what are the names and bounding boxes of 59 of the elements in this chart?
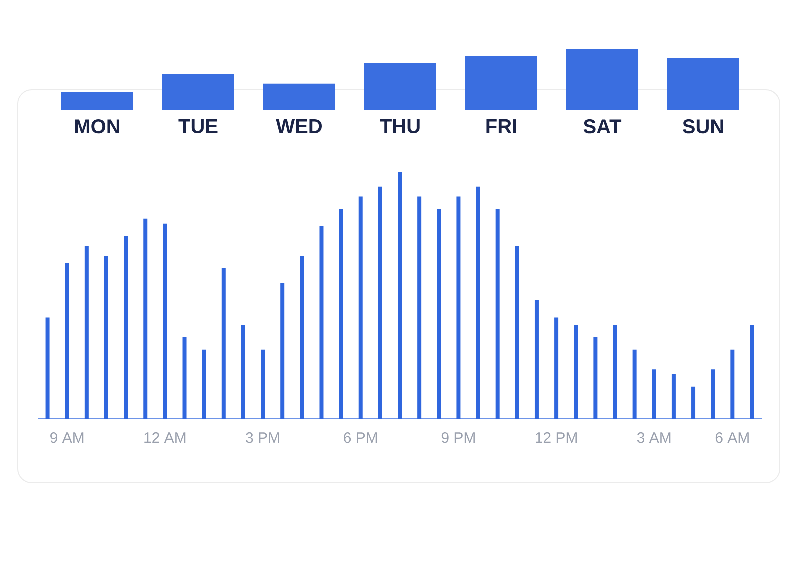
x-tick-label: 12 PM — [536, 432, 577, 444]
bar — [515, 246, 520, 419]
bar — [456, 196, 461, 419]
bar — [46, 318, 50, 419]
x-tick-label: 9 AM — [50, 432, 84, 444]
bar — [300, 256, 304, 419]
bar — [124, 236, 128, 419]
bar — [261, 350, 266, 419]
x-tick-label: TUE — [178, 120, 218, 134]
bar — [162, 74, 234, 110]
x-tick-label: 3 AM — [637, 432, 671, 444]
bar — [222, 268, 226, 419]
bar — [182, 337, 187, 419]
bar — [104, 256, 108, 419]
x-tick-label: WED — [276, 120, 322, 134]
bar — [692, 386, 696, 419]
bar — [418, 196, 422, 419]
x-tick-label: 12 AM — [144, 432, 186, 444]
bar — [65, 263, 70, 419]
bar — [668, 58, 740, 110]
bar — [358, 196, 363, 419]
bar — [574, 325, 578, 419]
bar — [437, 209, 442, 419]
x-tick-label: 6 AM — [716, 432, 749, 444]
bar — [378, 186, 382, 419]
x-tick-label: SUN — [682, 120, 724, 134]
bar — [730, 350, 735, 419]
bar — [534, 300, 539, 419]
x-tick-label: 3 PM — [246, 432, 280, 444]
bar — [62, 92, 134, 110]
bar — [466, 56, 538, 110]
bar — [652, 370, 656, 419]
bar — [554, 318, 559, 419]
bar — [750, 325, 754, 419]
bar — [711, 370, 716, 419]
bar — [566, 49, 639, 110]
bar — [594, 337, 598, 419]
bar — [476, 186, 480, 419]
bar — [280, 283, 285, 419]
bar — [163, 224, 168, 419]
bar — [202, 350, 206, 419]
bar — [241, 325, 246, 419]
x-tick-label: MON — [76, 120, 120, 134]
x-tick-label: 9 PM — [442, 432, 475, 444]
bar — [672, 374, 676, 419]
bar — [84, 246, 89, 419]
bar — [496, 209, 500, 419]
bar — [398, 172, 402, 419]
bar — [613, 325, 618, 419]
bar — [264, 84, 336, 110]
bar — [632, 350, 637, 419]
x-tick-label: SAT — [584, 120, 622, 134]
bar — [364, 63, 436, 110]
bar — [320, 226, 324, 419]
x-tick-label: FRI — [486, 120, 516, 134]
x-tick-label: THU — [380, 120, 420, 134]
bar — [339, 209, 344, 419]
x-tick-label: 6 PM — [344, 432, 378, 444]
bar — [144, 218, 148, 419]
